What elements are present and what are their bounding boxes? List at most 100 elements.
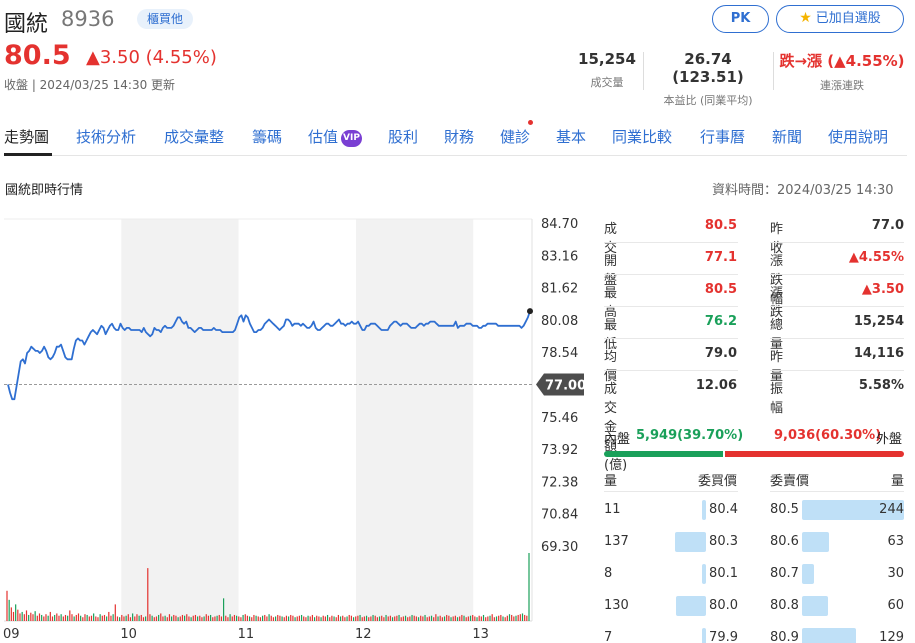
volume-bar: [411, 614, 413, 621]
volume-bar: [346, 616, 348, 621]
bid-qty: 7: [604, 630, 613, 643]
watchlist-button[interactable]: ★ 已加自選股: [776, 5, 904, 33]
volume-bar: [281, 616, 283, 621]
volume-bar: [12, 611, 15, 621]
bid-volume-bar: [702, 564, 706, 584]
volume-bar: [8, 599, 10, 621]
volume-bar: [225, 615, 227, 621]
ask-price-header: 委賣價: [770, 474, 810, 489]
bid-price: 79.9: [709, 630, 738, 643]
tab-news[interactable]: 新聞: [772, 128, 803, 146]
volume-bar: [303, 616, 305, 621]
volume-bar: [216, 615, 218, 621]
volume-bar: [513, 616, 515, 621]
volume-bar: [164, 615, 166, 621]
volume-bar: [136, 614, 138, 621]
price-line: [7, 310, 531, 401]
volume-bar: [210, 614, 212, 621]
divider: [770, 370, 904, 371]
intraday-chart[interactable]: 84.70 83.16 81.62 80.08 78.54 75.46 73.92 72.38…: [0, 215, 600, 643]
volume-bar: [43, 616, 45, 621]
tab-dividend[interactable]: 股利: [388, 128, 419, 146]
notification-dot: [528, 120, 533, 125]
tab-basic[interactable]: 基本: [556, 128, 587, 146]
divider: [604, 306, 738, 307]
volume-bar: [235, 615, 238, 621]
volume-bar: [480, 616, 482, 621]
volume-bar: [446, 614, 448, 621]
volume-bar: [25, 610, 28, 621]
tab-calendar[interactable]: 行事曆: [700, 128, 746, 146]
volume-bar: [433, 617, 435, 621]
tab-trend[interactable]: 走勢圖: [4, 128, 50, 146]
volume-bar: [274, 616, 277, 621]
volume-bar: [383, 617, 385, 621]
volume-bar: [450, 617, 452, 621]
volume-bar: [502, 616, 504, 621]
volume-bar: [394, 616, 396, 621]
volume-bar: [478, 615, 480, 621]
ask-qty: 63: [887, 534, 904, 549]
volume-bar: [197, 616, 199, 621]
volume-bar: [335, 617, 337, 621]
divider: [770, 338, 904, 339]
tab-technical[interactable]: 技術分析: [76, 128, 137, 146]
volume-bar: [320, 617, 322, 621]
divider: [643, 52, 644, 90]
tab-help[interactable]: 使用說明: [828, 128, 889, 146]
volume-bar: [511, 614, 513, 621]
volume-bar: [294, 617, 296, 621]
volume-bar: [192, 615, 194, 621]
volume-bar: [435, 614, 437, 621]
volume-bar: [300, 614, 303, 621]
price-change: ▲3.50 (4.55%): [86, 47, 217, 68]
volume-bar: [305, 617, 307, 621]
divider: [604, 370, 738, 371]
volume-bar: [58, 615, 60, 621]
quote-label: 昨量: [770, 350, 784, 384]
volume-bar: [218, 614, 220, 621]
volume-bar: [277, 614, 279, 621]
ask-volume-bar: [802, 596, 828, 616]
volume-bar: [407, 617, 409, 621]
tab-health[interactable]: 健診: [500, 128, 531, 146]
volume-bar: [526, 615, 528, 621]
tab-chips[interactable]: 籌碼: [252, 128, 283, 146]
section-title: 國統即時行情: [5, 183, 84, 198]
volume-bar: [171, 616, 173, 621]
volume-bar: [214, 616, 216, 621]
y-tick-label: 75.46: [541, 411, 578, 426]
volume-bar: [283, 617, 285, 621]
tab-peers[interactable]: 同業比較: [612, 128, 673, 146]
bid-qty: 130: [604, 598, 629, 613]
y-tick-label: 70.84: [541, 508, 578, 523]
volume-bar: [199, 615, 201, 621]
tab-financial[interactable]: 財務: [444, 128, 475, 146]
volume-bar: [430, 615, 433, 621]
pk-button[interactable]: PK: [712, 5, 769, 33]
volume-bar: [181, 614, 184, 621]
volume-bar: [203, 616, 205, 621]
quote-label: 成交: [604, 222, 618, 256]
volume-bar: [285, 615, 288, 621]
volume-bar: [465, 617, 467, 621]
volume-bar: [307, 615, 309, 621]
ask-qty: 129: [879, 630, 904, 643]
volume-bar: [372, 614, 374, 621]
volume-bar: [220, 616, 223, 621]
quote-value: 76.2: [704, 314, 737, 329]
volume-bar: [205, 614, 207, 621]
tab-trades[interactable]: 成交彙整: [164, 128, 225, 146]
volume-bar: [331, 615, 333, 621]
volume-bar: [82, 617, 84, 621]
tab-valuation[interactable]: 估值 VIP: [308, 126, 363, 147]
volume-bar: [36, 615, 38, 621]
volume-bar: [378, 616, 381, 621]
market-badge[interactable]: 櫃買他: [137, 9, 194, 29]
volume-bar: [292, 615, 294, 621]
volume-bar: [355, 616, 357, 621]
quote-value: 12.06: [695, 378, 737, 393]
ask-price: 80.5: [770, 502, 799, 517]
volume-bar: [443, 616, 446, 621]
volume-bar: [508, 614, 511, 621]
